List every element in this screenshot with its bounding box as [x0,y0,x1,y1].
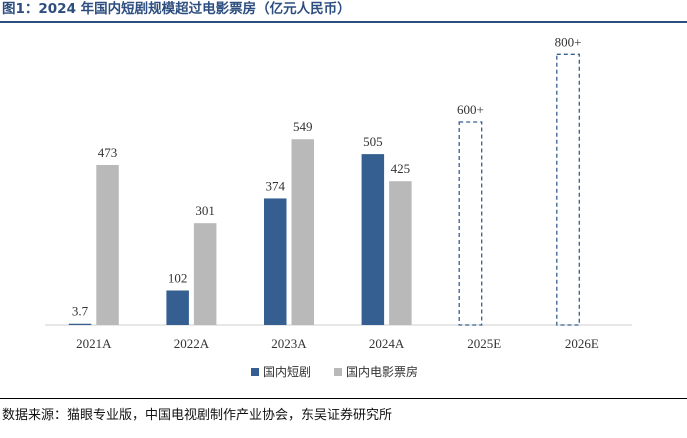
data-label-box-office-2022A: 301 [195,203,215,218]
bars-group [68,53,580,326]
data-label-box-office-2021A: 473 [98,145,118,160]
legend-label-short-drama: 国内短剧 [263,365,311,379]
data-label-box-office-2024A: 425 [391,161,411,176]
bar-short-drama-2021A [68,323,92,325]
data-label-short-drama-2021A: 3.7 [72,304,89,319]
bar-box-office-2023A [291,139,314,325]
bar-box-office-2021A [96,164,119,325]
bar-box-office-2022A [193,223,217,325]
source-divider [0,398,687,399]
bar-box-office-2024A [389,181,412,325]
x-tick-label-2023A: 2023A [271,336,307,351]
x-tick-label-2021A: 2021A [76,336,112,351]
x-tick-label-2024A: 2024A [369,336,405,351]
legend-label-box-office: 国内电影票房 [346,364,418,379]
legend-swatch-box-office [334,368,342,376]
bar-short-drama-2024A [361,154,385,325]
data-label-short-drama-2024A: 505 [363,134,383,149]
bar-short-drama-2026E [556,53,580,326]
x-tick-label-2026E: 2026E [565,336,599,351]
bar-short-drama-2023A [264,198,287,325]
legend: 国内短剧 国内电影票房 [251,364,418,379]
x-tick-label-2022A: 2022A [174,336,210,351]
bar-short-drama-2025E [458,121,483,326]
data-label-short-drama-2026E: 800+ [555,34,582,49]
data-label-short-drama-2022A: 102 [168,270,188,285]
figure-title: 图1：2024 年国内短剧规模超过电影票房（亿元人民币） [2,1,351,17]
title-underline [0,21,687,23]
data-label-short-drama-2023A: 374 [266,178,286,193]
data-label-box-office-2023A: 549 [293,119,313,134]
data-label-short-drama-2025E: 600+ [457,102,484,117]
source-note: 数据来源：猫眼专业版，中国电视剧制作产业协会，东吴证券研究所 [2,408,393,423]
legend-swatch-short-drama [251,368,259,376]
data-labels-group: 3.7 473 102 301 374 549 505 425 600+ 800+ [72,34,582,318]
x-tick-labels-group: 2021A 2022A 2023A 2024A 2025E 2026E [76,336,599,351]
x-tick-label-2025E: 2025E [467,336,501,351]
bar-short-drama-2022A [166,290,189,325]
